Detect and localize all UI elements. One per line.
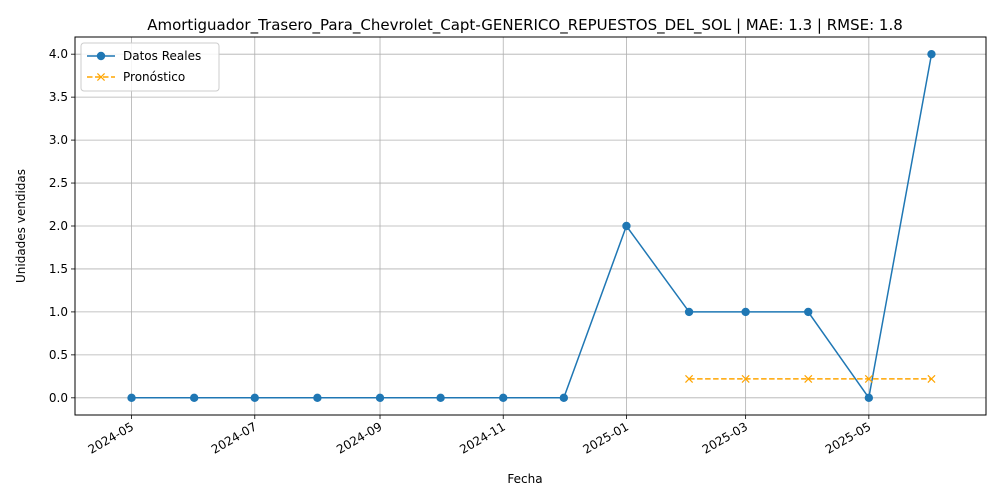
data-point	[864, 393, 874, 403]
y-tick-label: 4.0	[49, 47, 68, 61]
y-tick-label: 2.0	[49, 219, 68, 233]
legend: Datos Reales Pronóstico	[80, 42, 220, 92]
series-1	[127, 49, 936, 403]
y-tick-label: 3.5	[49, 90, 68, 104]
data-point	[436, 393, 445, 403]
data-point	[685, 374, 694, 383]
y-axis-label: Unidades vendidas	[14, 169, 28, 283]
y-tick-label: 1.5	[49, 262, 68, 276]
data-point	[499, 393, 508, 403]
series-layer	[127, 49, 936, 403]
data-point	[741, 374, 750, 383]
y-tick-label: 0.0	[49, 391, 68, 405]
series-line	[131, 54, 933, 400]
data-point	[313, 393, 322, 403]
legend-label: Datos Reales	[123, 49, 201, 63]
data-point	[804, 307, 813, 317]
data-point	[559, 393, 569, 403]
data-point	[741, 307, 750, 317]
data-point	[250, 393, 259, 403]
data-point	[375, 393, 385, 403]
legend-box	[80, 42, 220, 92]
legend-marker	[96, 72, 106, 82]
data-point	[127, 393, 136, 403]
data-point	[804, 374, 813, 383]
series-2	[685, 374, 936, 383]
y-tick-label: 0.5	[49, 348, 68, 362]
y-tick-label: 1.0	[49, 305, 68, 319]
data-point	[189, 393, 199, 403]
legend-marker	[96, 51, 106, 61]
x-axis-label: Fecha	[507, 472, 542, 486]
y-tick-label: 2.5	[49, 176, 68, 190]
data-point	[622, 221, 631, 231]
legend-label: Pronóstico	[123, 70, 185, 84]
data-point	[927, 374, 936, 383]
chart-title: Amortiguador_Trasero_Para_Chevrolet_Capt…	[147, 16, 903, 35]
data-point	[927, 49, 936, 59]
data-point	[864, 374, 873, 383]
y-tick-label: 3.0	[49, 133, 68, 147]
data-point	[684, 307, 694, 317]
